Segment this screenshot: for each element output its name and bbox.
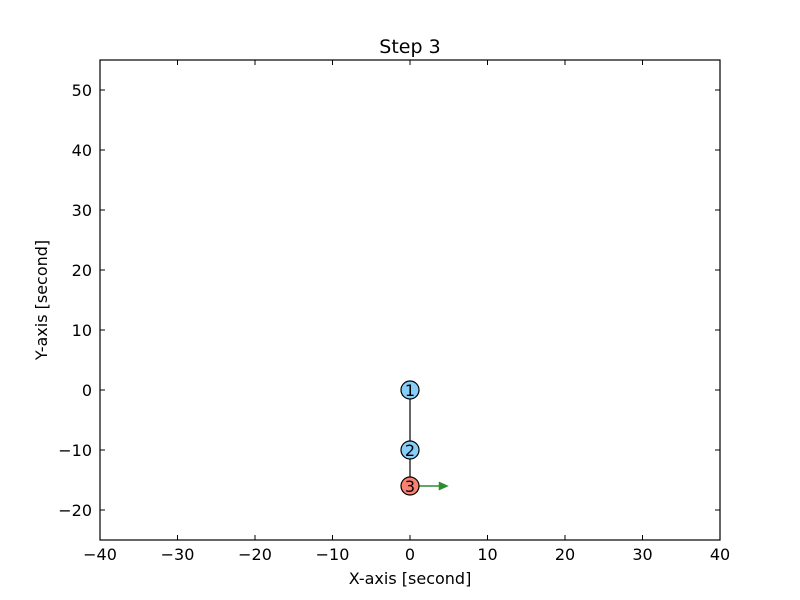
x-tick-label: −30 (161, 545, 195, 564)
node-marker (400, 380, 420, 400)
node-label: 1 (405, 381, 415, 400)
plot-marks: 1 2 3 (400, 380, 449, 496)
node-marker (400, 440, 420, 460)
x-tick-label: −20 (238, 545, 272, 564)
x-axis-label: X-axis [second] (349, 569, 472, 588)
node-label: 3 (405, 477, 415, 496)
y-tick-label: 20 (72, 261, 92, 280)
x-tick-label: −40 (83, 545, 117, 564)
x-tick-label: −10 (316, 545, 350, 564)
chart-title: Step 3 (379, 36, 440, 58)
x-tick-label: 0 (405, 545, 415, 564)
direction-arrow-head (438, 481, 449, 491)
axis-ticks: −40 −30 −20 −10 0 10 20 30 40 −20 −10 0 10 20 30 40 50 (58, 60, 730, 564)
node-label: 2 (405, 441, 415, 460)
x-tick-label: 20 (555, 545, 575, 564)
y-tick-label: 50 (72, 81, 92, 100)
x-tick-label: 10 (477, 545, 497, 564)
y-tick-label: 40 (72, 141, 92, 160)
x-tick-label: 40 (710, 545, 730, 564)
plot-frame (99, 59, 721, 541)
y-axis-label: Y-axis [second] (32, 240, 51, 361)
y-tick-label: −10 (58, 441, 92, 460)
x-tick-label: 30 (632, 545, 652, 564)
y-tick-label: 0 (82, 381, 92, 400)
y-tick-label: −20 (58, 501, 92, 520)
y-tick-label: 10 (72, 321, 92, 340)
y-tick-label: 30 (72, 201, 92, 220)
node-marker (400, 476, 420, 496)
